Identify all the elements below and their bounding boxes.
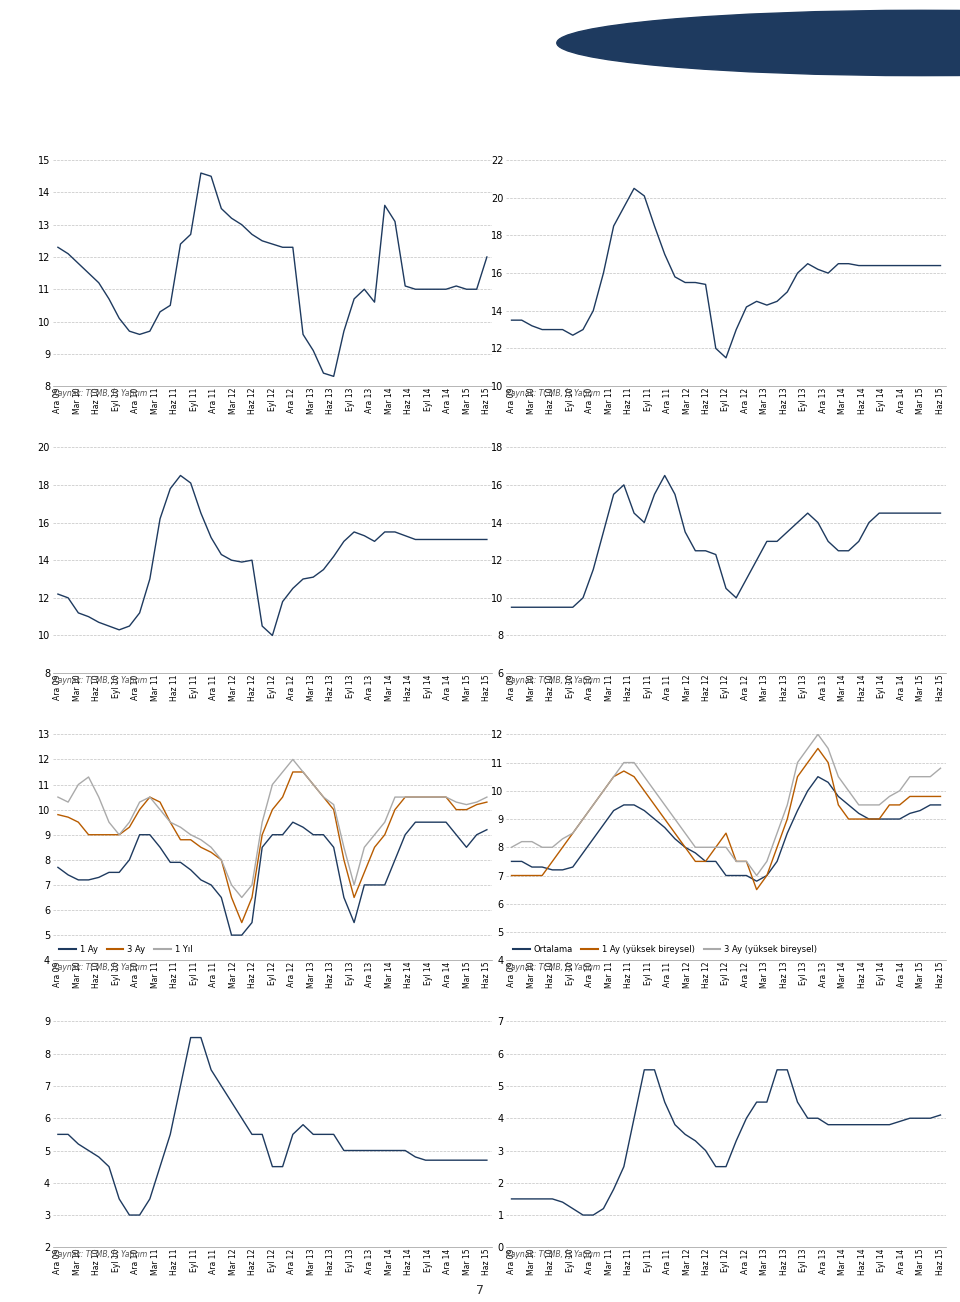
Text: Bankacılık Sektörü: Bankacılık Sektörü [19,103,165,117]
Text: İŞ YATIRIM: İŞ YATIRIM [792,31,907,55]
Text: %16.4: %16.4 [911,139,941,147]
Text: Konut Kredisi Oranları (Yıllıklandırılmış, yeni kullandırım): Konut Kredisi Oranları (Yıllıklandırılmı… [58,139,338,147]
Text: Son değer:: Son değer: [814,426,867,435]
Text: %15.1: %15.1 [458,426,488,435]
Text: Kaynak: TCMB, İş Yatırım: Kaynak: TCMB, İş Yatırım [507,674,601,685]
Text: Son değer:: Son değer: [814,1000,867,1009]
Text: TL Cinsi Tak.Tic.Kr. Oranları (Yıllıklandırılmış, yeni kullandırım): TL Cinsi Tak.Tic.Kr. Oranları (Yıllıklan… [511,426,816,435]
Text: Ortalama Tüketici Kredisi Oranları (Yıllıklandırılmış, yeni kullandırım): Ortalama Tüketici Kredisi Oranları (Yıll… [58,426,395,435]
Text: Bankaların Ortalama TL Mevduat Maliyeti ve Tabela Oranları: Bankaların Ortalama TL Mevduat Maliyeti … [511,713,804,721]
Text: %14.5: %14.5 [911,426,941,435]
Text: Kaynak: TCMB, İş Yatırım: Kaynak: TCMB, İş Yatırım [507,1249,601,1259]
Text: TL Cinsi Mevduat Oranları (Yıllıklandırılmış, yeni mevduat fiyatlaması): TL Cinsi Mevduat Oranları (Yıllıklandırı… [58,713,399,721]
Text: Son değer:: Son değer: [360,139,414,147]
Legend: Ortalama, 1 Ay (yüksek bireysel), 3 Ay (yüksek bireysel): Ortalama, 1 Ay (yüksek bireysel), 3 Ay (… [511,943,820,956]
Text: Kaynak: TCMB, İş Yatırım: Kaynak: TCMB, İş Yatırım [53,674,147,685]
Text: Kaynak: TCMB, İş Yatırım: Kaynak: TCMB, İş Yatırım [53,1249,147,1259]
Text: İhtiyaç Kredisi Oranları (Yıllıklandırılmış, yeni kullandırım): İhtiyaç Kredisi Oranları (Yıllıklandırıl… [511,138,795,148]
Text: %4.7: %4.7 [464,1000,488,1009]
Text: Kaynak: TCMB, İş Yatırım: Kaynak: TCMB, İş Yatırım [507,962,601,971]
Text: Son değer:: Son değer: [360,426,414,435]
Text: Kaynak: TCMB, İş Yatırım: Kaynak: TCMB, İş Yatırım [53,962,147,971]
Text: Kaynak: TCMB, İş Yatırım: Kaynak: TCMB, İş Yatırım [507,388,601,397]
Text: TL Cinsi Kredi - Mevduat Spredi (Ticari Krediler, 4 Haftalık HO): TL Cinsi Kredi - Mevduat Spredi (Ticari … [511,1000,815,1009]
Text: 7: 7 [476,1284,484,1297]
Legend: 1 Ay, 3 Ay, 1 Yıl: 1 Ay, 3 Ay, 1 Yıl [57,943,195,956]
Text: %4.1: %4.1 [917,1000,941,1009]
Text: Kredi - Mevduat Spredi (Tüketici Kredileri, 4 Haftalık HO): Kredi - Mevduat Spredi (Tüketici Kredile… [58,1000,335,1009]
Text: Son değer:: Son değer: [814,139,867,147]
Text: Kaynak: TCMB, İş Yatırım: Kaynak: TCMB, İş Yatırım [53,388,147,397]
Text: Son değer:: Son değer: [360,1000,414,1009]
Circle shape [557,10,960,76]
Text: %12.0: %12.0 [458,139,488,147]
